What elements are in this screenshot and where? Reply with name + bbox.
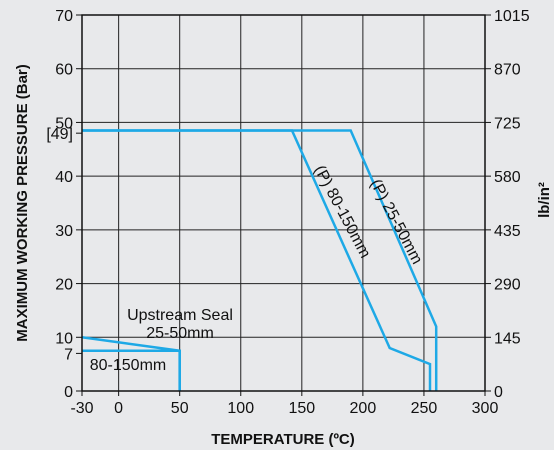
x-tick-label: 150 bbox=[288, 400, 315, 417]
y-right-tick-label: 580 bbox=[494, 169, 521, 186]
y-tick-label: 7 bbox=[64, 346, 73, 363]
x-axis-label: TEMPERATURE (ºC) bbox=[211, 431, 355, 448]
annotation-small-size: 80-150mm bbox=[90, 357, 166, 374]
y-tick-label: 60 bbox=[55, 62, 73, 79]
x-tick-label: -30 bbox=[70, 400, 93, 417]
y-tick-label: 30 bbox=[55, 223, 73, 240]
y-extra-tick-label: [49] bbox=[46, 126, 73, 143]
x-tick-label: 200 bbox=[350, 400, 377, 417]
x-tick-label: 300 bbox=[472, 400, 499, 417]
y-right-tick-label: 145 bbox=[494, 330, 521, 347]
x-tick-label: 100 bbox=[227, 400, 254, 417]
y-right-axis-label: lb/in² bbox=[536, 182, 553, 218]
y-right-tick-label: 1015 bbox=[494, 8, 530, 25]
grid bbox=[82, 15, 485, 391]
series-lines bbox=[81, 129, 438, 391]
annotation-upstream-size: 25-50mm bbox=[146, 325, 214, 342]
y-right-tick-label: 290 bbox=[494, 277, 521, 294]
y-tick-label: 0 bbox=[64, 384, 73, 401]
y-right-tick-label: 0 bbox=[494, 384, 503, 401]
plot-frame bbox=[81, 14, 486, 392]
series-line-2 bbox=[82, 129, 432, 391]
annotation-upstream-title: Upstream Seal bbox=[127, 307, 233, 324]
y-tick-label: 40 bbox=[55, 169, 73, 186]
y-right-tick-label: 725 bbox=[494, 115, 521, 132]
plot-area bbox=[82, 15, 485, 391]
y-axis-label: MAXIMUM WORKING PRESSURE (Bar) bbox=[14, 64, 31, 342]
x-tick-label: 250 bbox=[411, 400, 438, 417]
y-tick-label: 10 bbox=[55, 330, 73, 347]
series-line-4 bbox=[82, 349, 181, 391]
y-tick-label: 50 bbox=[55, 115, 73, 132]
tick-labels: -30 0 50 100 150 200 250 3000710203040506070[49… bbox=[46, 8, 529, 417]
y-tick-label: 20 bbox=[55, 277, 73, 294]
x-tick-label: 0 bbox=[114, 400, 123, 417]
y-right-tick-label: 870 bbox=[494, 62, 521, 79]
x-tick-label: 50 bbox=[171, 400, 189, 417]
y-right-tick-label: 435 bbox=[494, 223, 521, 240]
y-tick-label: 70 bbox=[55, 8, 73, 25]
